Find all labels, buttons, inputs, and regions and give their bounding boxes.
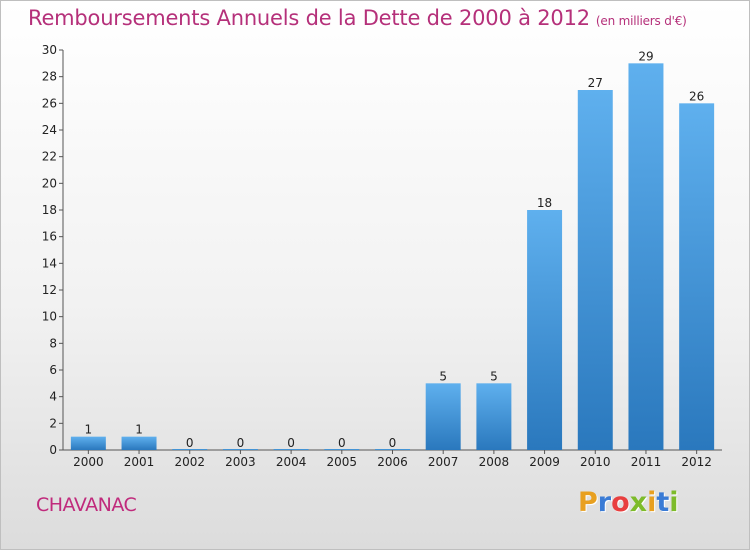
x-tick-label: 2010 [580,455,611,469]
bar [679,103,715,450]
bar [121,436,157,450]
data-label: 1 [85,423,93,437]
data-label: 29 [638,49,653,63]
chart-labels: 2000 1 2001 1 2002 0 2003 0 2004 0 2005 0 2006 0 2007 5… [73,49,712,469]
y-tick-label: 26 [42,96,57,110]
bar [273,449,309,450]
data-label: 26 [689,89,704,103]
bar [70,436,106,450]
logo-letter: x [629,487,648,518]
x-tick-label: 2011 [631,455,662,469]
y-tick-label: 4 [49,390,57,404]
chart-title-text: Remboursements Annuels de la Dette de 20… [28,6,590,30]
x-tick-label: 2003 [225,455,256,469]
chart-title: Remboursements Annuels de la Dette de 20… [28,6,687,30]
data-label: 0 [237,436,245,450]
y-tick-label: 22 [42,150,57,164]
bar [222,449,258,450]
y-tick-label: 12 [42,283,57,297]
x-tick-label: 2001 [124,455,155,469]
y-tick-label: 18 [42,203,57,217]
bar [577,90,613,450]
x-tick-label: 2007 [428,455,459,469]
y-tick-label: 2 [49,416,57,430]
bar [324,449,360,450]
y-tick-label: 6 [49,363,57,377]
logo-letter: r [597,487,612,518]
x-tick-label: 2004 [276,455,307,469]
data-label: 0 [338,436,346,450]
y-tick-label: 16 [42,230,57,244]
data-label: 5 [490,369,498,383]
chart-subtitle: (en milliers d'€) [595,14,687,28]
data-label: 0 [186,436,194,450]
bar [628,63,664,450]
data-label: 27 [588,76,603,90]
y-tick-label: 30 [42,43,57,57]
logo-letter: P [578,487,598,518]
bar [527,210,563,450]
proxiti-logo: Proxiti [578,487,679,518]
y-tick-label: 8 [49,336,57,350]
bar [172,449,208,450]
x-tick-label: 2008 [479,455,510,469]
commune-name: CHAVANAC [36,494,137,516]
x-tick-label: 2012 [681,455,712,469]
logo-letter: i [669,487,679,518]
chart-bars [70,63,715,450]
y-tick-label: 28 [42,70,57,84]
logo-letter: t [656,487,670,518]
data-label: 18 [537,196,552,210]
data-label: 1 [135,423,143,437]
y-tick-label: 20 [42,176,57,190]
x-tick-label: 2002 [174,455,205,469]
x-tick-label: 2009 [529,455,560,469]
y-tick-label: 24 [42,123,57,137]
x-tick-label: 2005 [327,455,358,469]
data-label: 5 [439,369,447,383]
bar [425,383,461,450]
bar [476,383,512,450]
bar [375,449,410,450]
data-label: 0 [287,436,295,450]
logo-letter: o [611,487,630,518]
y-tick-label: 14 [42,256,57,270]
data-label: 0 [389,436,397,450]
y-tick-label: 10 [42,310,57,324]
x-tick-label: 2006 [377,455,408,469]
y-tick-label: 0 [49,443,57,457]
logo-letter: i [647,487,657,518]
x-tick-label: 2000 [73,455,104,469]
